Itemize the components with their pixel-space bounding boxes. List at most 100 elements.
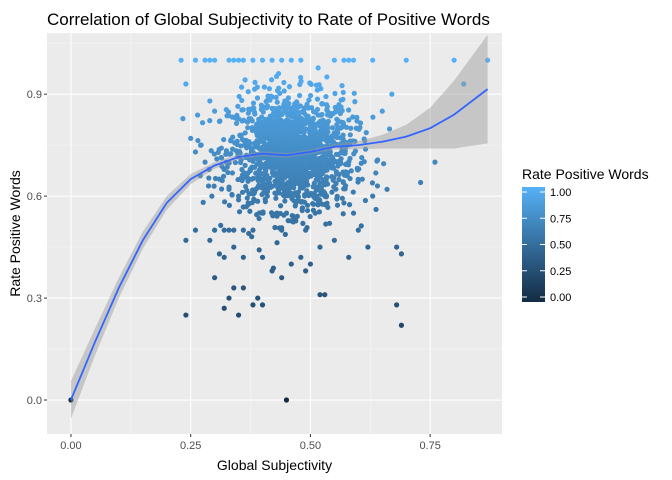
data-point bbox=[355, 179, 361, 185]
data-point bbox=[245, 125, 251, 131]
data-point bbox=[296, 92, 303, 99]
data-point bbox=[265, 135, 271, 141]
data-point bbox=[215, 149, 221, 156]
data-point bbox=[221, 254, 227, 260]
data-point bbox=[394, 302, 400, 308]
data-point bbox=[282, 193, 288, 199]
data-point bbox=[321, 189, 327, 195]
data-point bbox=[293, 200, 299, 206]
data-point bbox=[323, 174, 330, 180]
data-point bbox=[324, 121, 330, 127]
data-point bbox=[306, 192, 312, 199]
data-point bbox=[286, 84, 293, 90]
data-point bbox=[239, 84, 245, 90]
data-point bbox=[297, 157, 303, 163]
data-point bbox=[294, 138, 300, 144]
data-point bbox=[305, 113, 311, 119]
y-tick-label: 0.9 bbox=[27, 89, 42, 101]
data-point bbox=[350, 189, 356, 195]
data-point bbox=[249, 234, 255, 240]
data-point bbox=[354, 118, 360, 124]
data-point bbox=[270, 106, 276, 113]
data-point bbox=[451, 57, 457, 63]
data-point bbox=[235, 312, 242, 318]
data-point bbox=[417, 179, 424, 186]
data-point bbox=[341, 200, 347, 206]
data-point bbox=[331, 184, 337, 190]
x-tick-label: 0.00 bbox=[60, 440, 81, 452]
data-point bbox=[303, 227, 309, 233]
data-point bbox=[294, 118, 300, 124]
data-point bbox=[261, 189, 267, 195]
data-point bbox=[262, 116, 269, 122]
data-point bbox=[333, 169, 339, 175]
data-point bbox=[268, 142, 274, 148]
data-point bbox=[279, 227, 285, 233]
data-point bbox=[350, 210, 357, 216]
data-point bbox=[330, 139, 337, 145]
data-point bbox=[335, 163, 341, 169]
data-point bbox=[218, 145, 224, 151]
data-point bbox=[275, 117, 282, 124]
data-point bbox=[272, 224, 278, 231]
data-point bbox=[351, 90, 357, 96]
data-point bbox=[398, 322, 405, 328]
data-point bbox=[300, 142, 306, 148]
data-point bbox=[335, 151, 341, 158]
data-point bbox=[303, 268, 309, 274]
data-point bbox=[314, 87, 320, 93]
data-point bbox=[307, 130, 313, 136]
data-point bbox=[317, 292, 323, 298]
data-point bbox=[317, 180, 323, 186]
data-point bbox=[268, 210, 275, 216]
data-point bbox=[257, 146, 264, 152]
x-tick-label: 0.75 bbox=[419, 440, 440, 452]
data-point bbox=[226, 295, 232, 301]
data-point bbox=[329, 125, 336, 131]
data-point bbox=[238, 143, 244, 149]
data-point bbox=[223, 148, 230, 154]
data-point bbox=[340, 136, 346, 142]
data-point bbox=[312, 170, 318, 176]
data-point bbox=[247, 167, 253, 174]
data-point bbox=[231, 227, 237, 233]
data-point bbox=[322, 292, 328, 298]
data-point bbox=[219, 163, 225, 169]
data-point bbox=[245, 110, 251, 116]
data-point bbox=[236, 209, 243, 215]
data-point bbox=[178, 57, 184, 63]
data-point bbox=[316, 209, 322, 215]
data-point bbox=[207, 237, 213, 243]
data-point bbox=[273, 94, 279, 100]
data-point bbox=[334, 116, 340, 122]
data-point bbox=[195, 137, 201, 144]
data-point bbox=[272, 170, 278, 177]
data-point bbox=[312, 134, 319, 141]
data-point bbox=[310, 116, 316, 122]
data-point bbox=[250, 57, 256, 63]
data-point bbox=[294, 122, 300, 128]
data-point bbox=[211, 183, 217, 189]
data-point bbox=[324, 136, 330, 142]
data-point bbox=[346, 202, 353, 208]
data-point bbox=[221, 227, 227, 233]
data-point bbox=[320, 160, 326, 166]
x-tick-label: 0.25 bbox=[180, 440, 201, 452]
data-point bbox=[281, 104, 287, 110]
data-point bbox=[262, 199, 269, 205]
data-point bbox=[326, 220, 333, 226]
data-point bbox=[207, 57, 213, 63]
chart-title: Correlation of Global Subjectivity to Ra… bbox=[47, 10, 490, 29]
data-point bbox=[274, 99, 280, 105]
data-point bbox=[246, 138, 252, 145]
data-point bbox=[312, 155, 318, 161]
data-point bbox=[334, 196, 340, 202]
data-point bbox=[314, 106, 321, 113]
data-point bbox=[329, 189, 335, 195]
data-point bbox=[269, 57, 275, 63]
data-point bbox=[282, 198, 288, 204]
data-point bbox=[274, 127, 280, 133]
data-point bbox=[273, 182, 279, 188]
color-bar bbox=[522, 187, 545, 302]
data-point bbox=[239, 189, 246, 195]
